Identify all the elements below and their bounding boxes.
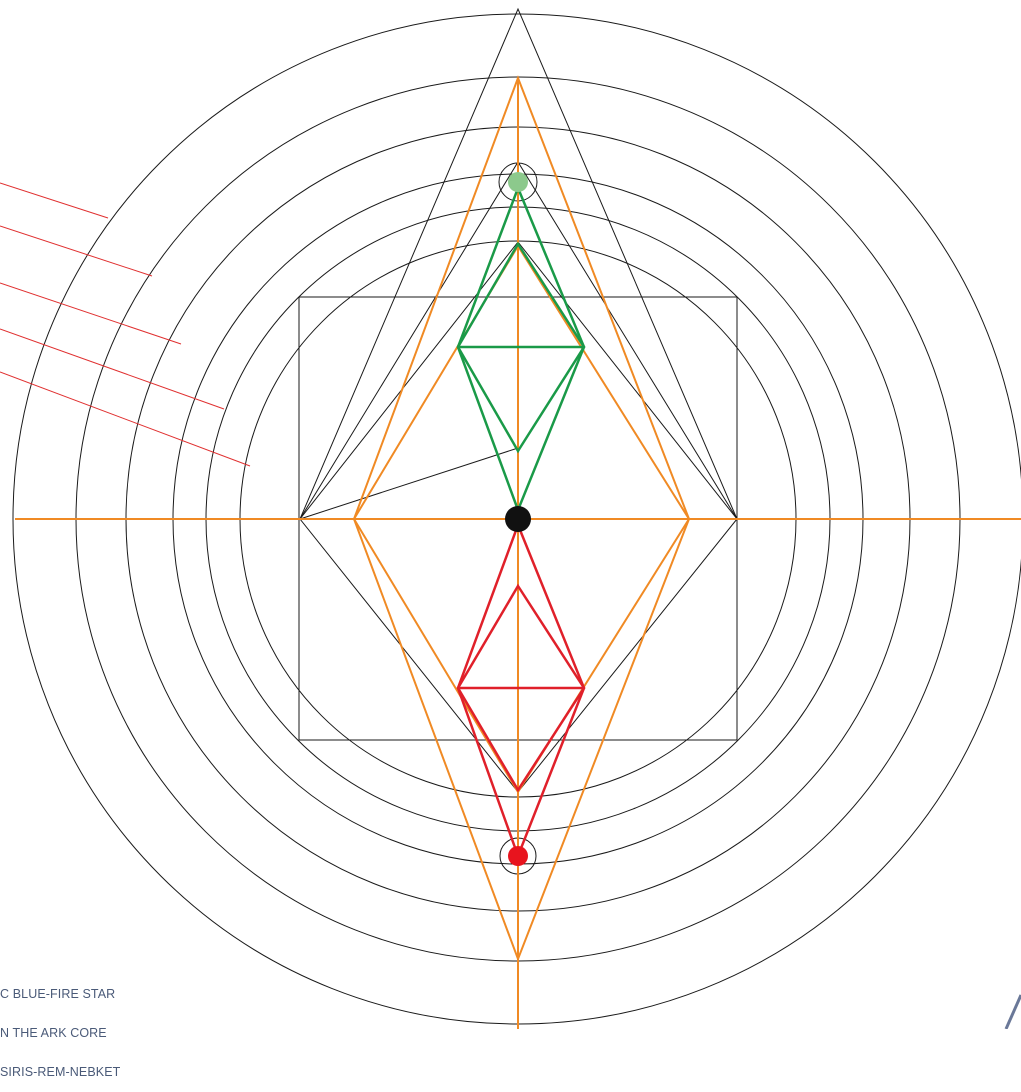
sacred-geometry-diagram (0, 7, 1021, 1029)
green-inner-kite (456, 241, 586, 454)
tall-black-spike (299, 7, 738, 520)
top-green-node (508, 172, 528, 192)
pointer-line-3 (0, 282, 182, 345)
pointer-lines (0, 182, 251, 467)
orange-geometry (15, 75, 1021, 1029)
pointer-line-5 (0, 371, 251, 467)
center-black-node (505, 506, 531, 532)
caption: C BLUE-FIRE STAR N THE ARK CORE SIRIS-RE… (0, 962, 120, 1092)
red-outer-kite (456, 521, 586, 860)
corner-mark (1004, 994, 1021, 1029)
pointer-line-4 (0, 328, 225, 410)
bottom-red-node (508, 846, 528, 866)
black-diagonal (299, 447, 519, 520)
red-lower-form (456, 521, 586, 860)
red-inner-kite (456, 583, 586, 793)
orange-outer-diamond (352, 75, 691, 962)
pointer-line-2 (0, 225, 153, 277)
caption-line-1: C BLUE-FIRE STAR (0, 987, 116, 1001)
caption-line-3: SIRIS-REM-NEBKET (0, 1065, 121, 1079)
pointer-line-1 (0, 182, 109, 219)
